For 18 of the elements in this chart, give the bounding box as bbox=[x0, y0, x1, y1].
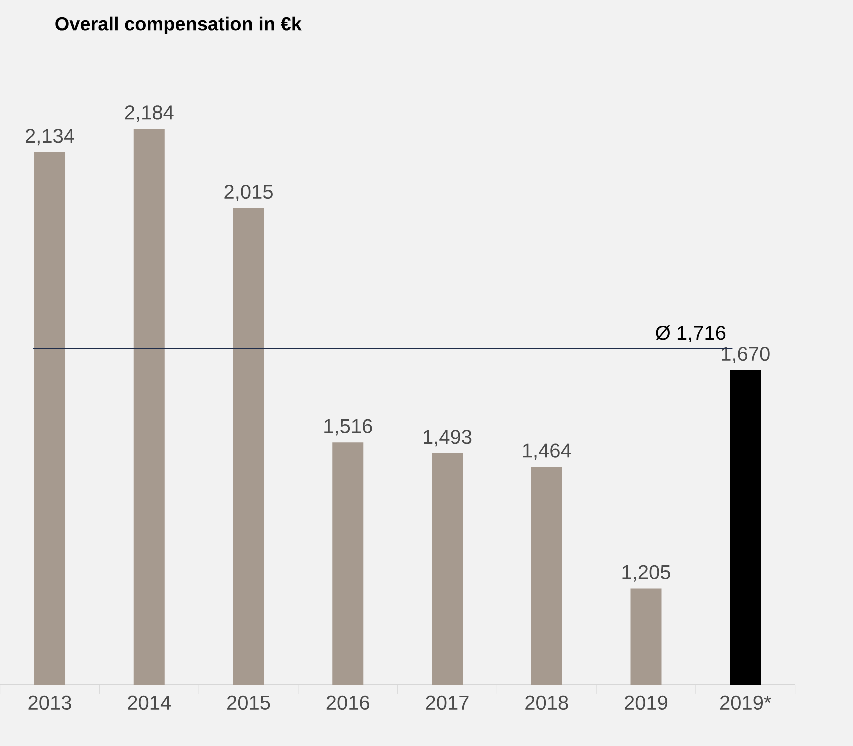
x-tick-label: 2013 bbox=[28, 696, 72, 710]
data-label: 2,015 bbox=[224, 184, 273, 202]
x-tick-label: 2014 bbox=[128, 696, 172, 710]
data-label: 1,493 bbox=[424, 430, 472, 447]
x-tick-label: 2019 bbox=[625, 696, 668, 710]
data-label: 1,670 bbox=[722, 346, 770, 364]
data-label: 2,184 bbox=[125, 106, 174, 122]
data-label: 2,134 bbox=[26, 129, 74, 146]
chart-title: Overall compensation in €k bbox=[56, 16, 302, 35]
ref-line-label: Ø 1,716 bbox=[656, 326, 726, 343]
x-tick-label: 2016 bbox=[326, 696, 370, 710]
x-tick-label: 2017 bbox=[426, 696, 469, 710]
data-label: 1,516 bbox=[324, 419, 372, 436]
data-label: 1,464 bbox=[523, 444, 572, 460]
x-tick-label: 2019* bbox=[720, 696, 772, 710]
x-tick-label: 2018 bbox=[526, 696, 568, 710]
x-tick-label: 2015 bbox=[228, 696, 270, 710]
data-label: 1,205 bbox=[622, 565, 670, 582]
